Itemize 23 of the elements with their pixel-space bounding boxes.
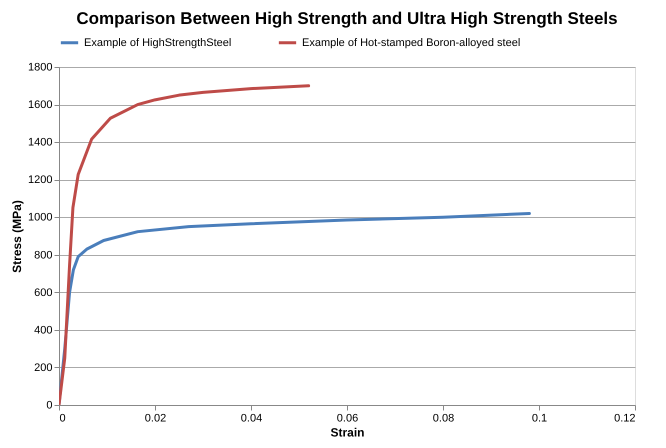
y-tick-label: 1600	[28, 99, 52, 112]
chart-title: Comparison Between High Strength and Ultra High Strength Steels	[76, 9, 618, 28]
x-tick-label: 0.12	[614, 412, 636, 424]
y-tick-label: 1200	[28, 174, 52, 186]
y-tick-label: 1400	[28, 136, 52, 149]
x-tick-label: 0.04	[240, 412, 262, 424]
y-tick-label: 800	[34, 249, 52, 262]
y-tick-label: 600	[34, 286, 52, 299]
x-tick-label: 0.06	[336, 412, 358, 424]
y-tick-label: 400	[34, 324, 52, 336]
x-tick-label: 0.02	[144, 412, 166, 424]
x-tick-label: 0.08	[432, 412, 454, 424]
legend-label: Example of Hot-stamped Boron-alloyed steel	[302, 36, 520, 49]
y-tick-label: 1800	[28, 62, 52, 74]
x-tick-label: 0	[60, 412, 66, 424]
y-axis-title: Stress (MPa)	[10, 200, 24, 273]
x-axis-title: Strain	[330, 426, 365, 440]
line-series	[59, 84, 310, 405]
y-tick-label: 1000	[28, 212, 52, 224]
y-tick-label: 200	[34, 362, 52, 374]
legend-label: Example of HighStrengthSteel	[84, 36, 232, 49]
x-tick-label: 0.1	[532, 412, 548, 424]
y-tick-label: 0	[46, 400, 52, 412]
